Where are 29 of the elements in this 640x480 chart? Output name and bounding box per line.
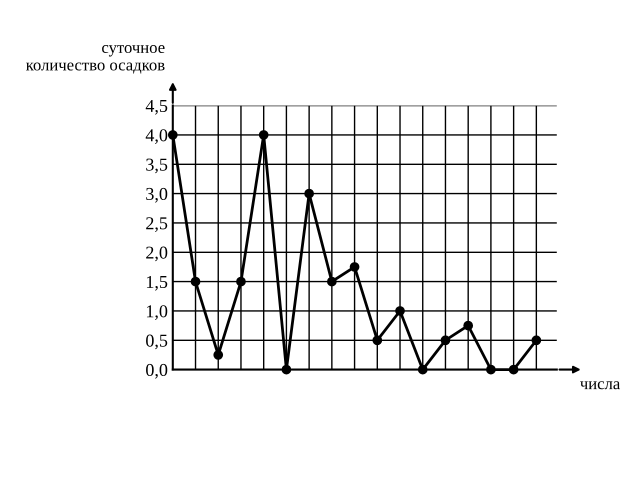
point: [440, 335, 450, 346]
y-tick-label: 1,5: [146, 276, 168, 291]
point: [168, 130, 178, 140]
point: [531, 335, 542, 346]
point: [508, 364, 518, 374]
y-tick-label: 3,5: [146, 158, 168, 174]
x-axis-title: числа: [580, 381, 620, 390]
point: [463, 320, 474, 330]
point: [395, 306, 405, 316]
point: [213, 350, 224, 360]
y-tick-label: 2,0: [146, 246, 168, 262]
y-tick-label: 1,0: [146, 305, 168, 320]
y-tick-label: 4,0: [146, 129, 168, 144]
point: [190, 276, 200, 286]
point: [236, 276, 246, 286]
y-tick-label: 0,0: [146, 364, 168, 379]
point: [486, 364, 496, 374]
y-tick-label: 4,5: [146, 100, 168, 115]
y-tick-label: 3,0: [146, 188, 168, 203]
point: [282, 364, 292, 374]
y-tick-label: 0,5: [146, 334, 168, 350]
point: [418, 364, 428, 374]
point: [326, 276, 337, 286]
y-tick-label: 2,5: [146, 217, 168, 232]
y-axis-title: суточное количество осадков: [26, 45, 165, 74]
point: [258, 130, 269, 140]
point: [372, 335, 382, 346]
point: [304, 188, 314, 198]
point: [350, 262, 360, 272]
